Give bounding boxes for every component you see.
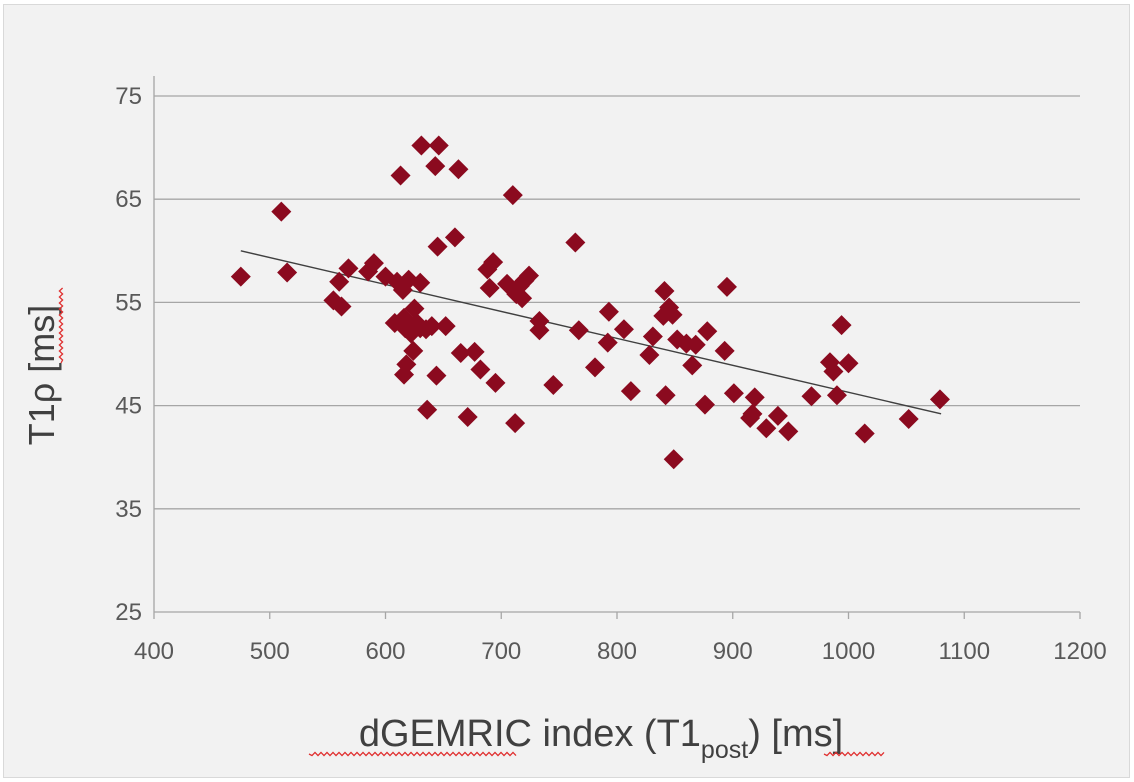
data-point	[854, 423, 875, 444]
data-point	[390, 165, 411, 186]
data-point	[756, 418, 777, 439]
data-point	[512, 288, 533, 309]
x-tick-labels: 400 500 600 700 800 900 1000 1100 1200	[134, 638, 1107, 665]
data-point	[655, 385, 676, 406]
data-point	[502, 185, 523, 206]
y-tick-label: 55	[115, 289, 142, 316]
data-point	[620, 381, 641, 402]
x-tick-label: 1000	[822, 638, 875, 665]
data-point	[742, 403, 763, 424]
data-point	[428, 135, 449, 156]
data-point	[450, 342, 471, 363]
gridlines	[154, 95, 1080, 510]
data-point	[411, 135, 432, 156]
data-point	[929, 389, 950, 410]
data-point	[697, 321, 718, 342]
data-points	[230, 135, 950, 470]
data-point	[331, 296, 352, 317]
data-point	[662, 304, 683, 325]
data-point	[723, 383, 744, 404]
x-axis-title-main: dGEMRIC index (T1	[359, 713, 701, 755]
data-point	[585, 357, 606, 378]
data-point	[801, 386, 822, 407]
data-point	[639, 345, 660, 366]
data-point	[448, 159, 469, 180]
x-axis-title-tail: ) [ms]	[748, 713, 843, 755]
x-tick-label: 1200	[1053, 638, 1106, 665]
data-point	[519, 265, 540, 286]
data-point	[329, 271, 350, 292]
data-point	[394, 364, 415, 385]
spellcheck-underline	[308, 751, 517, 757]
data-point	[663, 449, 684, 470]
chart-area: 25 35 45 55 65 75 400 500 600 700 800 900 1000 1100 1…	[3, 4, 1130, 778]
data-point	[598, 301, 619, 322]
data-point	[823, 361, 844, 382]
data-point	[898, 409, 919, 430]
data-point	[485, 372, 506, 393]
data-point	[568, 320, 589, 341]
y-tick-label: 45	[115, 393, 142, 420]
data-point	[529, 320, 550, 341]
data-point	[716, 276, 737, 297]
x-tick-label: 600	[365, 638, 405, 665]
x-tick-label: 400	[134, 638, 174, 665]
x-tick-label: 900	[713, 638, 753, 665]
data-point	[464, 341, 485, 362]
data-point	[421, 316, 442, 337]
data-point	[767, 405, 788, 426]
data-point	[427, 236, 448, 257]
data-point	[778, 421, 799, 442]
spellcheck-underline	[823, 751, 885, 757]
x-tick-label: 1100	[938, 638, 990, 665]
spellcheck-underline	[58, 287, 64, 364]
y-tick-label: 75	[115, 83, 142, 110]
y-tick-label: 35	[115, 496, 142, 523]
data-point	[230, 266, 251, 287]
x-axis-title-subscript: post	[701, 736, 748, 764]
y-tick-labels: 25 35 45 55 65 75	[115, 83, 142, 626]
data-point	[565, 232, 586, 253]
data-point	[479, 277, 500, 298]
data-point	[457, 406, 478, 427]
data-point	[654, 281, 675, 302]
data-point	[435, 316, 456, 337]
scatter-chart: 25 35 45 55 65 75 400 500 600 700 800 900 1000 1100 1…	[21, 76, 1107, 764]
data-point	[483, 252, 504, 273]
data-point	[831, 315, 852, 336]
data-point	[403, 340, 424, 361]
data-point	[597, 332, 618, 353]
data-point	[543, 374, 564, 395]
data-point	[826, 385, 847, 406]
data-point	[682, 355, 703, 376]
trendline-layer	[240, 250, 942, 415]
data-point	[444, 227, 465, 248]
data-point	[404, 298, 425, 319]
data-point	[426, 365, 447, 386]
data-point	[338, 258, 359, 279]
data-point	[613, 319, 634, 340]
axes	[153, 76, 1081, 619]
y-tick-label: 65	[115, 186, 142, 213]
data-point	[838, 353, 859, 374]
data-point	[277, 262, 298, 283]
data-point	[417, 399, 438, 420]
data-point	[425, 156, 446, 177]
y-axis-title: T1ρ [ms]	[21, 305, 62, 445]
x-tick-label: 500	[250, 638, 290, 665]
data-point	[470, 359, 491, 380]
y-tick-label: 25	[115, 599, 142, 626]
data-point	[271, 201, 292, 222]
data-point	[685, 334, 706, 355]
data-point	[694, 394, 715, 415]
x-tick-label: 700	[481, 638, 521, 665]
x-tick-label: 800	[597, 638, 637, 665]
data-point	[410, 272, 431, 293]
x-axis-title: dGEMRIC index (T1post) [ms]	[359, 713, 843, 764]
trendline	[240, 250, 942, 415]
data-point	[744, 387, 765, 408]
data-point	[505, 413, 526, 434]
data-point	[642, 326, 663, 347]
data-point	[714, 340, 735, 361]
